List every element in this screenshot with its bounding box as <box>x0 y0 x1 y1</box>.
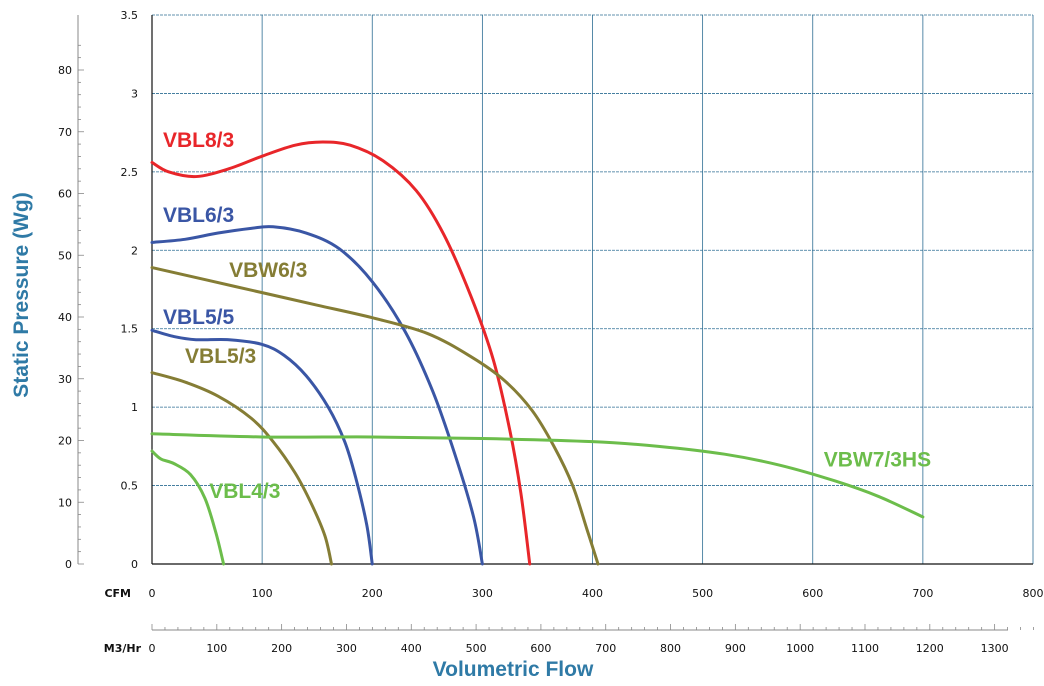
y-tick-label: 1.5 <box>121 323 139 336</box>
secondary-y-axis: 0 10 20 30 40 50 60 70 80 <box>58 15 84 571</box>
series-line-vbl5-5 <box>150 328 374 566</box>
m3hr-tick-label: 100 <box>206 642 227 655</box>
series-line-vbl6-3 <box>150 225 484 566</box>
m3hr-axis: 0 100 200 300 400 500 600 700 800 900 1000 1100 1200… <box>149 624 1034 655</box>
y-tick-label: 2.5 <box>121 166 139 179</box>
m3hr-tick-label: 1300 <box>981 642 1009 655</box>
m3hr-unit-label: M3/Hr <box>104 642 142 655</box>
series-line-vbw6-3 <box>150 266 600 566</box>
secondary-y-tick-label: 70 <box>58 126 72 139</box>
x-tick-label: 600 <box>802 587 823 600</box>
series-label-vbw6-3: VBW6/3 <box>229 259 307 282</box>
y-tick-label: 0.5 <box>121 480 139 493</box>
m3hr-tick-label: 800 <box>660 642 681 655</box>
x-tick-label: 300 <box>472 587 493 600</box>
x-axis-title: Volumetric Flow <box>433 658 594 681</box>
series-line-vbw7-3hs <box>150 432 925 519</box>
m3hr-tick-label: 1100 <box>851 642 879 655</box>
series-labels: VBL8/3 VBL6/3 VBW6/3 VBL5/5 VBL5/3 VBW7/3HS VB… <box>163 129 931 503</box>
m3hr-tick-label: 500 <box>466 642 487 655</box>
x-tick-label: 400 <box>582 587 603 600</box>
secondary-y-tick-label: 30 <box>58 373 72 386</box>
m3hr-tick-label: 1000 <box>786 642 814 655</box>
secondary-y-tick-label: 20 <box>58 435 72 448</box>
m3hr-tick-label: 300 <box>336 642 357 655</box>
series-label-vbw7-3hs: VBW7/3HS <box>824 449 931 472</box>
cfm-axis: 0 100 200 300 400 500 600 700 800 <box>149 587 1044 600</box>
x-tick-label: 100 <box>252 587 273 600</box>
m3hr-tick-label: 900 <box>725 642 746 655</box>
m3hr-tick-label: 0 <box>149 642 156 655</box>
secondary-y-tick-label: 50 <box>58 249 72 262</box>
y-tick-label: 3 <box>131 87 138 100</box>
secondary-y-tick-label: 0 <box>65 558 72 571</box>
series-label-vbl6-3: VBL6/3 <box>163 204 234 227</box>
x-tick-label: 0 <box>149 587 156 600</box>
y-axis-ticks: 0 0.5 1 1.5 2 2.5 3 3.5 <box>121 9 139 571</box>
secondary-y-tick-label: 80 <box>58 64 72 77</box>
y-tick-label: 3.5 <box>121 9 139 22</box>
y-tick-label: 2 <box>131 244 138 257</box>
y-tick-label: 0 <box>131 558 138 571</box>
series-line-vbl4-3 <box>150 449 226 566</box>
grid-lines <box>151 14 1034 565</box>
x-tick-label: 500 <box>692 587 713 600</box>
m3hr-tick-label: 200 <box>271 642 292 655</box>
secondary-y-tick-label: 40 <box>58 311 72 324</box>
series-line-vbl8-3 <box>150 140 532 566</box>
m3hr-tick-label: 600 <box>530 642 551 655</box>
y-axis-title: Static Pressure (Wg) <box>10 192 33 397</box>
secondary-y-tick-label: 10 <box>58 496 72 509</box>
series-label-vbl4-3: VBL4/3 <box>209 480 280 503</box>
secondary-y-tick-label: 60 <box>58 188 72 201</box>
y-tick-label: 1 <box>131 401 138 414</box>
series-label-vbl5-3: VBL5/3 <box>185 345 256 368</box>
x-tick-label: 200 <box>362 587 383 600</box>
x-tick-label: 700 <box>912 587 933 600</box>
m3hr-tick-label: 700 <box>595 642 616 655</box>
series-label-vbl8-3: VBL8/3 <box>163 129 234 152</box>
series-group <box>150 140 925 566</box>
x-tick-label: 800 <box>1023 587 1044 600</box>
series-line-vbl5-3 <box>150 371 334 566</box>
m3hr-tick-label: 1200 <box>916 642 944 655</box>
series-label-vbl5-5: VBL5/5 <box>163 306 235 329</box>
m3hr-tick-label: 400 <box>401 642 422 655</box>
cfm-unit-label: CFM <box>104 587 131 600</box>
